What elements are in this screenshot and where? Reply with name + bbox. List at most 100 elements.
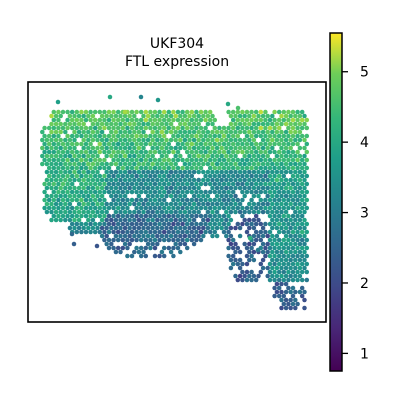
expression-spot	[141, 129, 146, 135]
expression-spot	[104, 241, 109, 247]
expression-spot	[279, 121, 284, 127]
expression-spot	[217, 213, 222, 219]
expression-spot	[290, 277, 296, 283]
expression-spot	[115, 141, 121, 147]
expression-spot	[221, 213, 227, 219]
expression-spot	[283, 305, 289, 311]
expression-spot	[180, 165, 185, 171]
expression-spot	[118, 153, 123, 159]
expression-spot	[143, 133, 149, 139]
expression-spot	[67, 209, 73, 215]
expression-spot	[79, 149, 84, 155]
expression-spot	[253, 157, 259, 163]
expression-spot	[198, 237, 204, 243]
expression-spot	[251, 241, 257, 247]
expression-spot	[81, 145, 86, 151]
expression-spot	[247, 121, 252, 127]
expression-spot	[109, 153, 114, 159]
expression-spot	[191, 113, 197, 119]
expression-spot	[97, 133, 103, 139]
expression-spot	[201, 201, 206, 207]
expression-spot	[166, 213, 172, 219]
expression-spot	[95, 161, 100, 167]
expression-spot	[228, 233, 234, 239]
expression-spot	[191, 209, 197, 215]
expression-spot	[267, 189, 273, 195]
expression-spot	[159, 177, 165, 183]
expression-spot	[281, 301, 287, 307]
expression-spot	[295, 205, 300, 211]
expression-spot	[265, 161, 270, 167]
expression-spot	[83, 125, 89, 131]
expression-spot	[104, 185, 109, 191]
expression-spot	[74, 189, 80, 195]
expression-spot	[203, 141, 208, 147]
expression-spot	[219, 201, 224, 207]
expression-spot	[118, 193, 123, 199]
expression-spot	[88, 205, 93, 211]
expression-spot	[67, 193, 73, 199]
expression-spot	[88, 109, 93, 115]
expression-spot	[104, 177, 109, 183]
expression-spot	[221, 205, 227, 211]
expression-spot	[191, 225, 197, 231]
expression-spot	[295, 301, 300, 307]
expression-spot	[293, 225, 298, 231]
expression-spot	[63, 121, 68, 127]
expression-spot	[184, 133, 190, 139]
expression-spot	[249, 189, 254, 195]
expression-spot	[302, 241, 307, 247]
expression-spot	[51, 109, 57, 115]
expression-spot	[143, 117, 149, 123]
expression-spot	[171, 213, 176, 219]
expression-spot	[272, 173, 277, 179]
expression-spot	[127, 241, 132, 247]
expression-spot	[134, 109, 139, 115]
expression-spot	[253, 149, 259, 155]
expression-spot	[125, 245, 130, 251]
expression-spot	[256, 193, 261, 199]
expression-spot	[207, 149, 213, 155]
expression-spot	[217, 189, 222, 195]
expression-spot	[286, 197, 291, 203]
expression-spot	[152, 229, 158, 235]
expression-spot	[184, 189, 190, 195]
expression-spot	[166, 237, 172, 243]
expression-spot	[290, 237, 296, 243]
expression-spot	[72, 137, 77, 143]
expression-spot	[79, 109, 84, 115]
expression-spot	[281, 197, 287, 203]
expression-spot	[281, 109, 287, 115]
expression-spot	[244, 117, 250, 123]
expression-spot	[288, 297, 293, 303]
expression-spot	[224, 129, 229, 135]
expression-spot	[235, 105, 241, 111]
expression-spot	[168, 121, 174, 127]
expression-spot	[242, 129, 247, 135]
expression-spot	[293, 153, 298, 159]
expression-spot	[150, 233, 155, 239]
expression-spot	[143, 221, 149, 227]
expression-spot	[212, 213, 218, 219]
expression-spot	[60, 189, 66, 195]
expression-spot	[201, 177, 206, 183]
expression-spot	[203, 197, 208, 203]
expression-spot	[233, 201, 238, 207]
expression-spot	[118, 209, 123, 215]
expression-spot	[286, 125, 291, 131]
expression-spot	[145, 209, 151, 215]
expression-spot	[51, 165, 57, 171]
expression-spot	[203, 221, 208, 227]
expression-spot	[164, 201, 169, 207]
expression-spot	[302, 113, 307, 119]
expression-spot	[86, 161, 91, 167]
expression-spot	[283, 225, 289, 231]
expression-spot	[115, 197, 121, 203]
expression-spot	[274, 241, 280, 247]
expression-spot	[189, 117, 195, 123]
expression-spot	[164, 129, 169, 135]
expression-spot	[228, 201, 234, 207]
expression-spot	[293, 217, 298, 223]
expression-spot	[281, 173, 287, 179]
colorbar-tick-label: 1	[360, 346, 369, 362]
